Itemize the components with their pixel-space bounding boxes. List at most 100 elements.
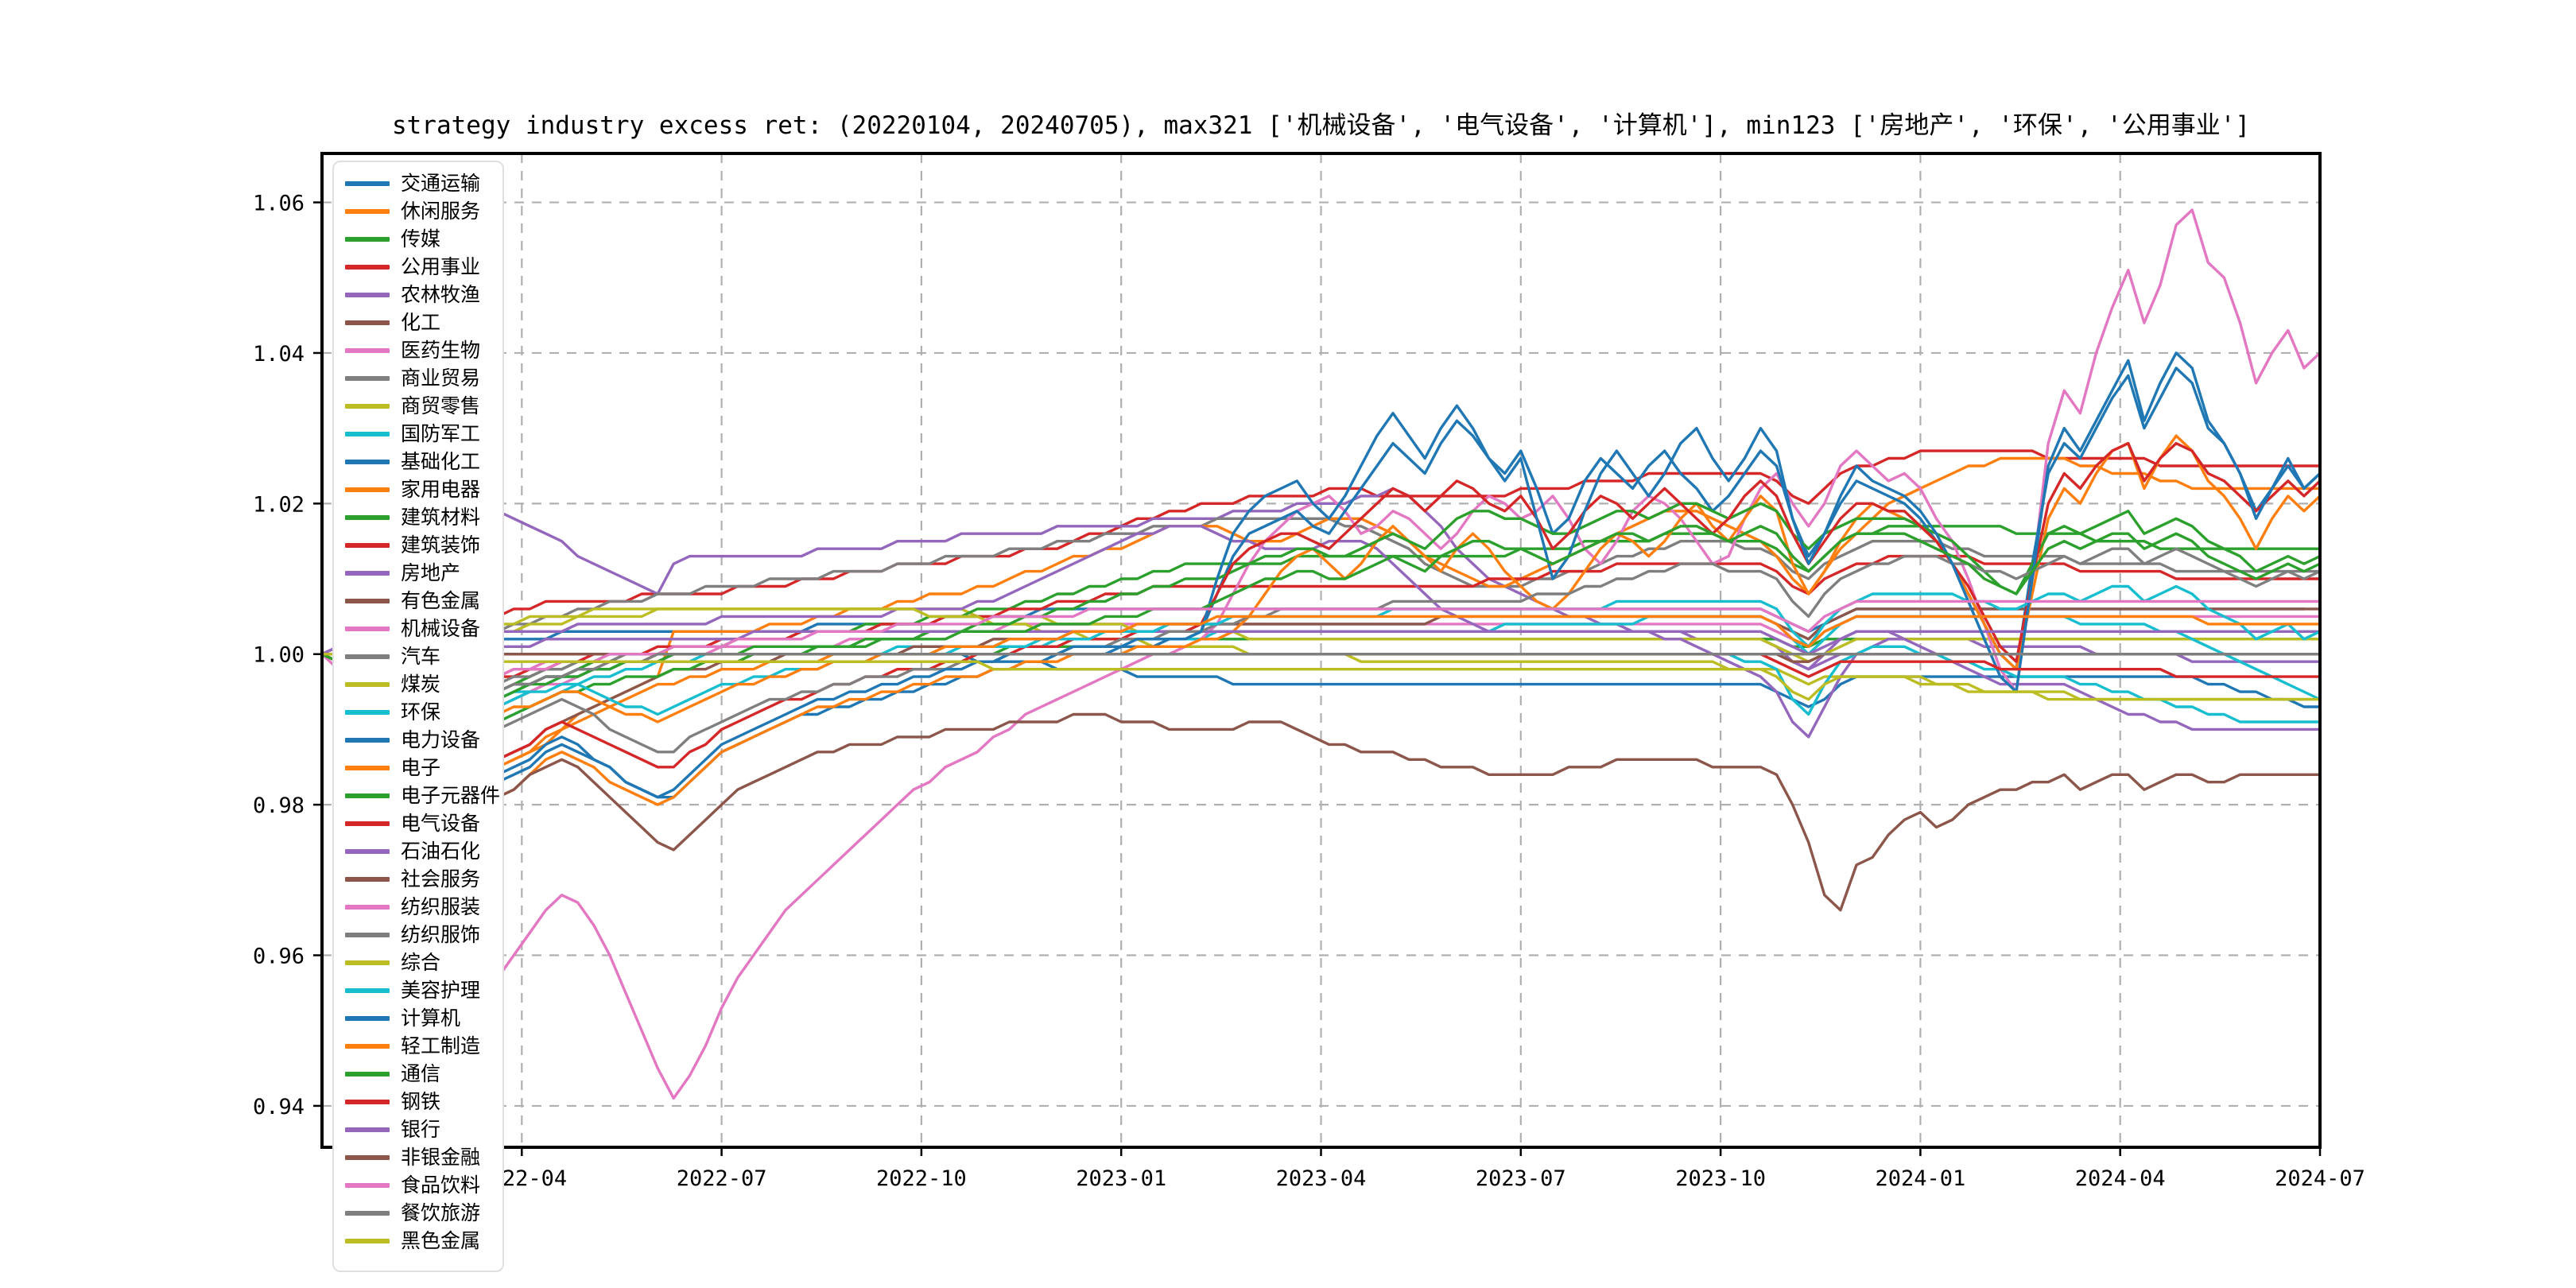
legend-item-label: 电子 [401, 756, 441, 779]
legend-item[interactable]: 银行 [334, 1115, 502, 1143]
legend-item[interactable]: 化工 [334, 308, 502, 336]
legend-item-label: 电气设备 [401, 812, 481, 835]
series-line [320, 653, 2322, 701]
legend-color-swatch [345, 570, 390, 576]
legend-item-label: 计算机 [401, 1007, 461, 1030]
legend-item-label: 煤炭 [401, 673, 441, 696]
x-tick-label: 2023-04 [1276, 1166, 1367, 1191]
legend-item[interactable]: 机械设备 [334, 615, 502, 642]
legend-item[interactable]: 休闲服务 [334, 197, 502, 225]
legend-item[interactable]: 电气设备 [334, 809, 502, 837]
legend-item-label: 商贸零售 [401, 394, 481, 417]
legend-item[interactable]: 商业贸易 [334, 364, 502, 392]
legend-item[interactable]: 美容护理 [334, 976, 502, 1004]
legend-color-swatch [345, 1154, 390, 1160]
legend-item[interactable]: 黑色金属 [334, 1227, 502, 1255]
x-tick-label: 2024-07 [2275, 1166, 2365, 1191]
legend-item-label: 商业贸易 [401, 367, 481, 390]
legend-item-label: 银行 [401, 1118, 441, 1141]
legend-color-swatch [345, 598, 390, 603]
legend-color-swatch [345, 765, 390, 770]
legend-item[interactable]: 食品饮料 [334, 1171, 502, 1199]
legend-color-swatch [345, 1238, 390, 1243]
legend-item[interactable]: 社会服务 [334, 865, 502, 893]
legend-item-label: 机械设备 [401, 617, 481, 640]
legend-item[interactable]: 环保 [334, 698, 502, 726]
legend-item[interactable]: 房地产 [334, 559, 502, 587]
legend-color-swatch [345, 1043, 390, 1049]
series-line [320, 554, 2322, 678]
legend-item-label: 医药生物 [401, 339, 481, 362]
x-tick-label: 2024-04 [2075, 1166, 2166, 1191]
legend-color-swatch [345, 932, 390, 937]
legend-item[interactable]: 交通运输 [334, 169, 502, 197]
series-line [320, 630, 2322, 656]
legend-item[interactable]: 综合 [334, 949, 502, 976]
series-line [320, 615, 2322, 724]
legend-item-label: 交通运输 [401, 172, 481, 195]
legend-item-label: 基础化工 [401, 450, 481, 473]
x-tick-label: 2023-07 [1476, 1166, 1566, 1191]
legend-color-swatch [345, 1071, 390, 1077]
legend-color-swatch [345, 320, 390, 325]
legend-color-swatch [345, 626, 390, 631]
legend-item-label: 有色金属 [401, 589, 481, 612]
legend-item[interactable]: 汽车 [334, 642, 502, 670]
legend-item[interactable]: 传媒 [334, 225, 502, 253]
legend-item[interactable]: 石油石化 [334, 837, 502, 865]
legend-item[interactable]: 纺织服装 [334, 893, 502, 921]
series-line [320, 434, 2322, 806]
legend-item[interactable]: 基础化工 [334, 448, 502, 475]
legend-color-swatch [345, 654, 390, 659]
y-tick-label: 1.06 [253, 192, 305, 216]
legend-color-swatch [345, 737, 390, 743]
legend-item[interactable]: 计算机 [334, 1004, 502, 1032]
legend-item[interactable]: 公用事业 [334, 253, 502, 281]
legend-item-label: 综合 [401, 951, 441, 974]
legend-color-swatch [345, 236, 390, 242]
legend-item-label: 纺织服饰 [401, 923, 481, 946]
legend-item[interactable]: 电力设备 [334, 726, 502, 754]
legend-item-label: 食品饮料 [401, 1174, 481, 1197]
legend-item[interactable]: 建筑装饰 [334, 531, 502, 559]
legend-item[interactable]: 纺织服饰 [334, 921, 502, 949]
legend-item[interactable]: 有色金属 [334, 587, 502, 615]
legend-item-label: 通信 [401, 1062, 441, 1085]
legend-color-swatch [345, 1127, 390, 1132]
series-line [320, 502, 2322, 724]
legend-color-swatch [345, 987, 390, 993]
legend-item[interactable]: 医药生物 [334, 336, 502, 364]
legend-color-swatch [345, 180, 390, 186]
legend-item[interactable]: 轻工制造 [334, 1032, 502, 1060]
legend-color-swatch [345, 960, 390, 965]
legend-item[interactable]: 商贸零售 [334, 392, 502, 420]
legend-item-label: 电力设备 [401, 728, 481, 751]
legend-color-swatch [345, 487, 390, 492]
legend-item[interactable]: 国防军工 [334, 420, 502, 448]
legend-item-label: 纺织服装 [401, 895, 481, 918]
legend-item[interactable]: 餐饮旅游 [334, 1199, 502, 1227]
legend-color-swatch [345, 514, 390, 520]
legend-item[interactable]: 煤炭 [334, 670, 502, 698]
series-line [320, 441, 2322, 769]
legend-item[interactable]: 建筑材料 [334, 503, 502, 531]
legend-item-label: 国防军工 [401, 422, 481, 445]
legend-item[interactable]: 家用电器 [334, 475, 502, 503]
legend-color-swatch [345, 1210, 390, 1216]
legend-color-swatch [345, 821, 390, 826]
legend-color-swatch [345, 1099, 390, 1104]
legend-item[interactable]: 通信 [334, 1060, 502, 1088]
series-line [320, 351, 2322, 799]
legend-item-label: 农林牧渔 [401, 283, 481, 306]
legend-color-swatch [345, 375, 390, 381]
legend-item[interactable]: 电子 [334, 754, 502, 782]
legend-color-swatch [345, 459, 390, 464]
legend-item[interactable]: 非银金融 [334, 1143, 502, 1171]
legend-item-label: 餐饮旅游 [401, 1201, 481, 1224]
legend-item[interactable]: 电子元器件 [334, 782, 502, 809]
legend-color-swatch [345, 403, 390, 409]
x-tick-label: 2022-07 [677, 1166, 767, 1191]
legend-item[interactable]: 农林牧渔 [334, 281, 502, 308]
legend-item[interactable]: 钢铁 [334, 1088, 502, 1115]
